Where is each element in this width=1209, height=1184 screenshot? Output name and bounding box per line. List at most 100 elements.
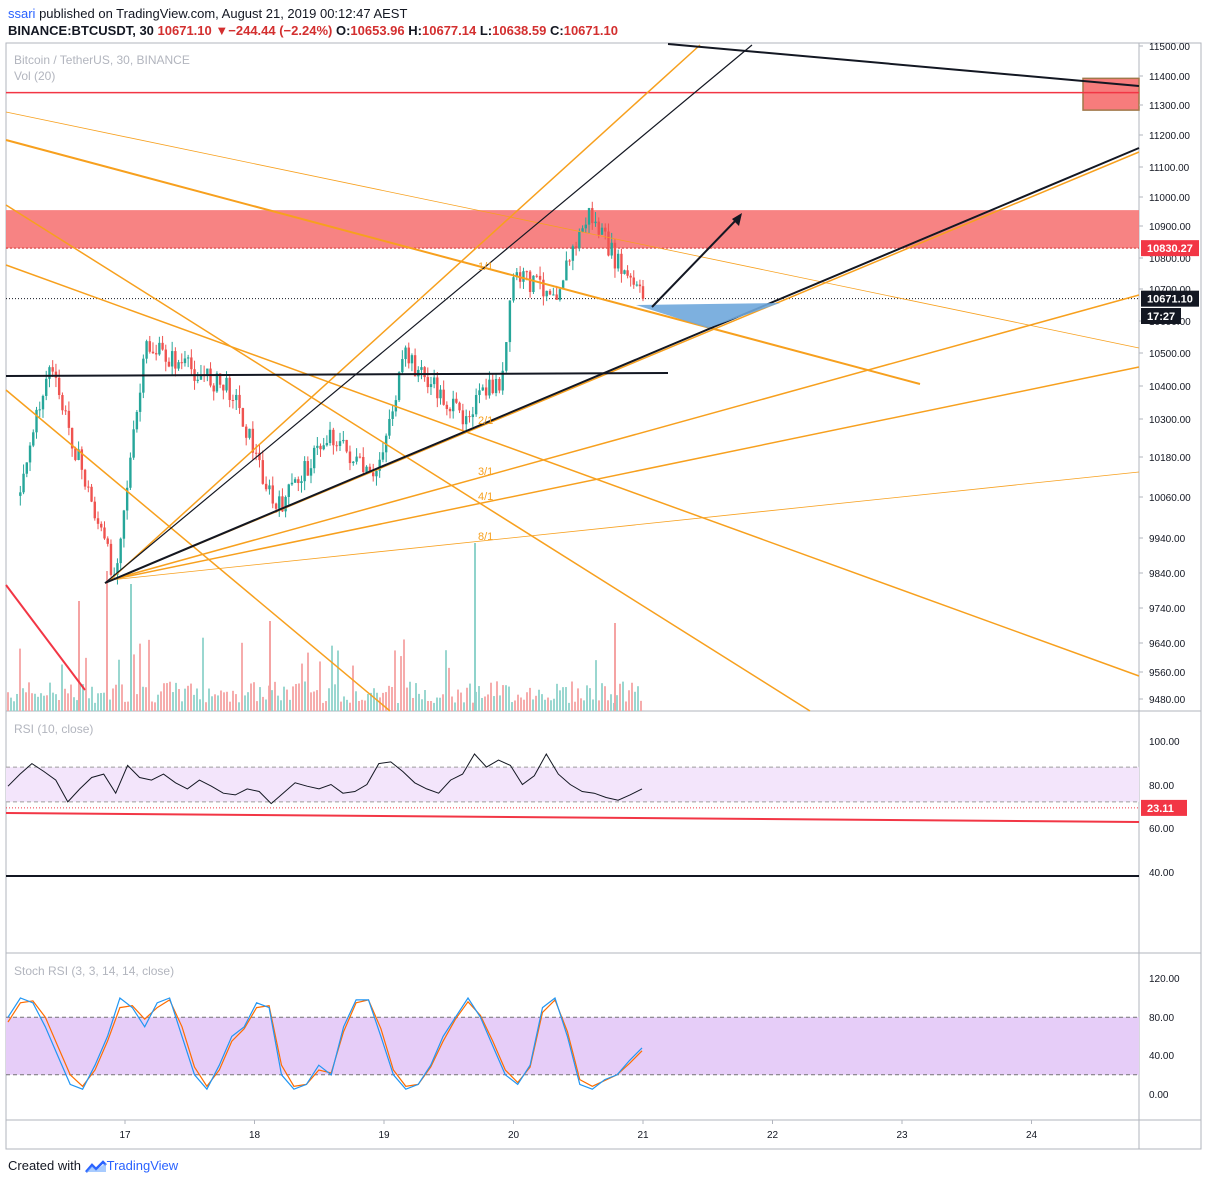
candle-body (532, 275, 535, 292)
volume-bar-spike (130, 584, 132, 711)
candle-body (626, 270, 629, 276)
volume-bar (556, 683, 558, 711)
pane-title-main: Bitcoin / TetherUS, 30, BINANCE (14, 53, 190, 67)
candle-body (22, 473, 25, 493)
candle-body (638, 284, 642, 287)
price-tick-label: 9840.00 (1149, 569, 1186, 580)
candle-body (525, 271, 528, 273)
volume-bar (592, 699, 594, 711)
candle-body (362, 456, 365, 472)
arrow-head-icon (732, 213, 742, 226)
volume-bar (67, 693, 69, 711)
candle-body (436, 377, 439, 399)
volume-bar (208, 688, 210, 711)
volume-bar (58, 700, 60, 711)
volume-bar (232, 690, 234, 711)
footer-brand[interactable]: TradingView (106, 1158, 179, 1173)
candle-body (297, 479, 300, 483)
volume-bar (598, 700, 600, 711)
volume-bar (595, 660, 597, 711)
publisher-username[interactable]: ssari (8, 6, 36, 21)
volume-bar (229, 701, 231, 711)
candle-body (278, 496, 281, 509)
tradingview-logo-icon (84, 1159, 107, 1173)
publish-info: published on TradingView.com, August 21,… (35, 6, 408, 21)
price-tick-label: 11300.00 (1149, 101, 1190, 112)
volume-bar (205, 702, 207, 711)
volume-bar (82, 684, 84, 711)
candle-body (381, 452, 385, 460)
volume-bar (325, 701, 327, 711)
time-tick-label: 21 (637, 1130, 649, 1141)
candle-body (174, 351, 177, 369)
candle-body (32, 432, 35, 446)
candle-body (151, 351, 155, 354)
volume-bar (169, 681, 171, 711)
volume-bar (352, 665, 354, 711)
candle-body (248, 428, 251, 438)
volume-bar (103, 692, 105, 711)
volume-bar (253, 682, 255, 711)
candle-body (461, 410, 465, 425)
volume-bar (310, 692, 312, 711)
candle-body (164, 349, 167, 362)
candle-body (607, 231, 610, 256)
volume-bar (28, 682, 30, 711)
symbol-name: BINANCE:BTCUSDT, 30 (8, 23, 154, 38)
volume-bar (223, 692, 225, 711)
candle-body (581, 228, 584, 232)
volume-bar (91, 686, 93, 711)
candle-body (464, 416, 468, 425)
candle-body (125, 487, 129, 511)
price-tick-label: 11400.00 (1149, 72, 1190, 83)
volume-bar (238, 702, 240, 711)
volume-bar (349, 702, 351, 711)
countdown-label: 17:27 (1147, 311, 1175, 323)
volume-bar (388, 685, 390, 711)
candle-body (568, 260, 571, 262)
candle-body (67, 410, 71, 428)
candle-body (471, 414, 475, 418)
volume-bar (55, 694, 57, 711)
candle-body (116, 563, 119, 575)
candle-body (122, 510, 126, 539)
candle-body (119, 538, 122, 564)
volume-bar (313, 691, 315, 711)
volume-bar (154, 702, 156, 711)
candle-body (244, 426, 248, 438)
volume-bar (316, 690, 318, 711)
candle-body (501, 370, 504, 391)
candle-body (491, 379, 494, 394)
volume-bar (577, 688, 579, 711)
volume-bar (367, 693, 369, 711)
volume-bar (406, 687, 408, 711)
red-trend-line (5, 584, 86, 691)
volume-bar (463, 702, 465, 711)
candle-body (231, 399, 235, 401)
volume-bar (331, 645, 333, 711)
candle-body (264, 483, 268, 490)
volume-bar (469, 683, 471, 711)
candle-body (641, 286, 645, 299)
candle-body (355, 456, 358, 462)
candle-body (25, 462, 28, 474)
candle-body (555, 294, 558, 300)
time-tick-label: 24 (1026, 1130, 1038, 1141)
candle-body (561, 280, 565, 290)
volume-bar (10, 697, 12, 711)
volume-bar (631, 682, 633, 711)
candle-body (190, 357, 193, 370)
open-value: 10653.96 (350, 23, 405, 38)
volume-bar (628, 690, 630, 711)
volume-bar (403, 639, 405, 711)
candle-body (87, 486, 90, 488)
candle-body (578, 231, 581, 249)
orange-trend-line (5, 204, 811, 712)
volume-bar (541, 694, 543, 711)
candle-body (545, 290, 548, 297)
volume-bar (427, 700, 429, 711)
price-tick-label: 10180.00 (1149, 453, 1191, 464)
volume-bar (160, 691, 162, 711)
volume-bar (46, 695, 48, 711)
